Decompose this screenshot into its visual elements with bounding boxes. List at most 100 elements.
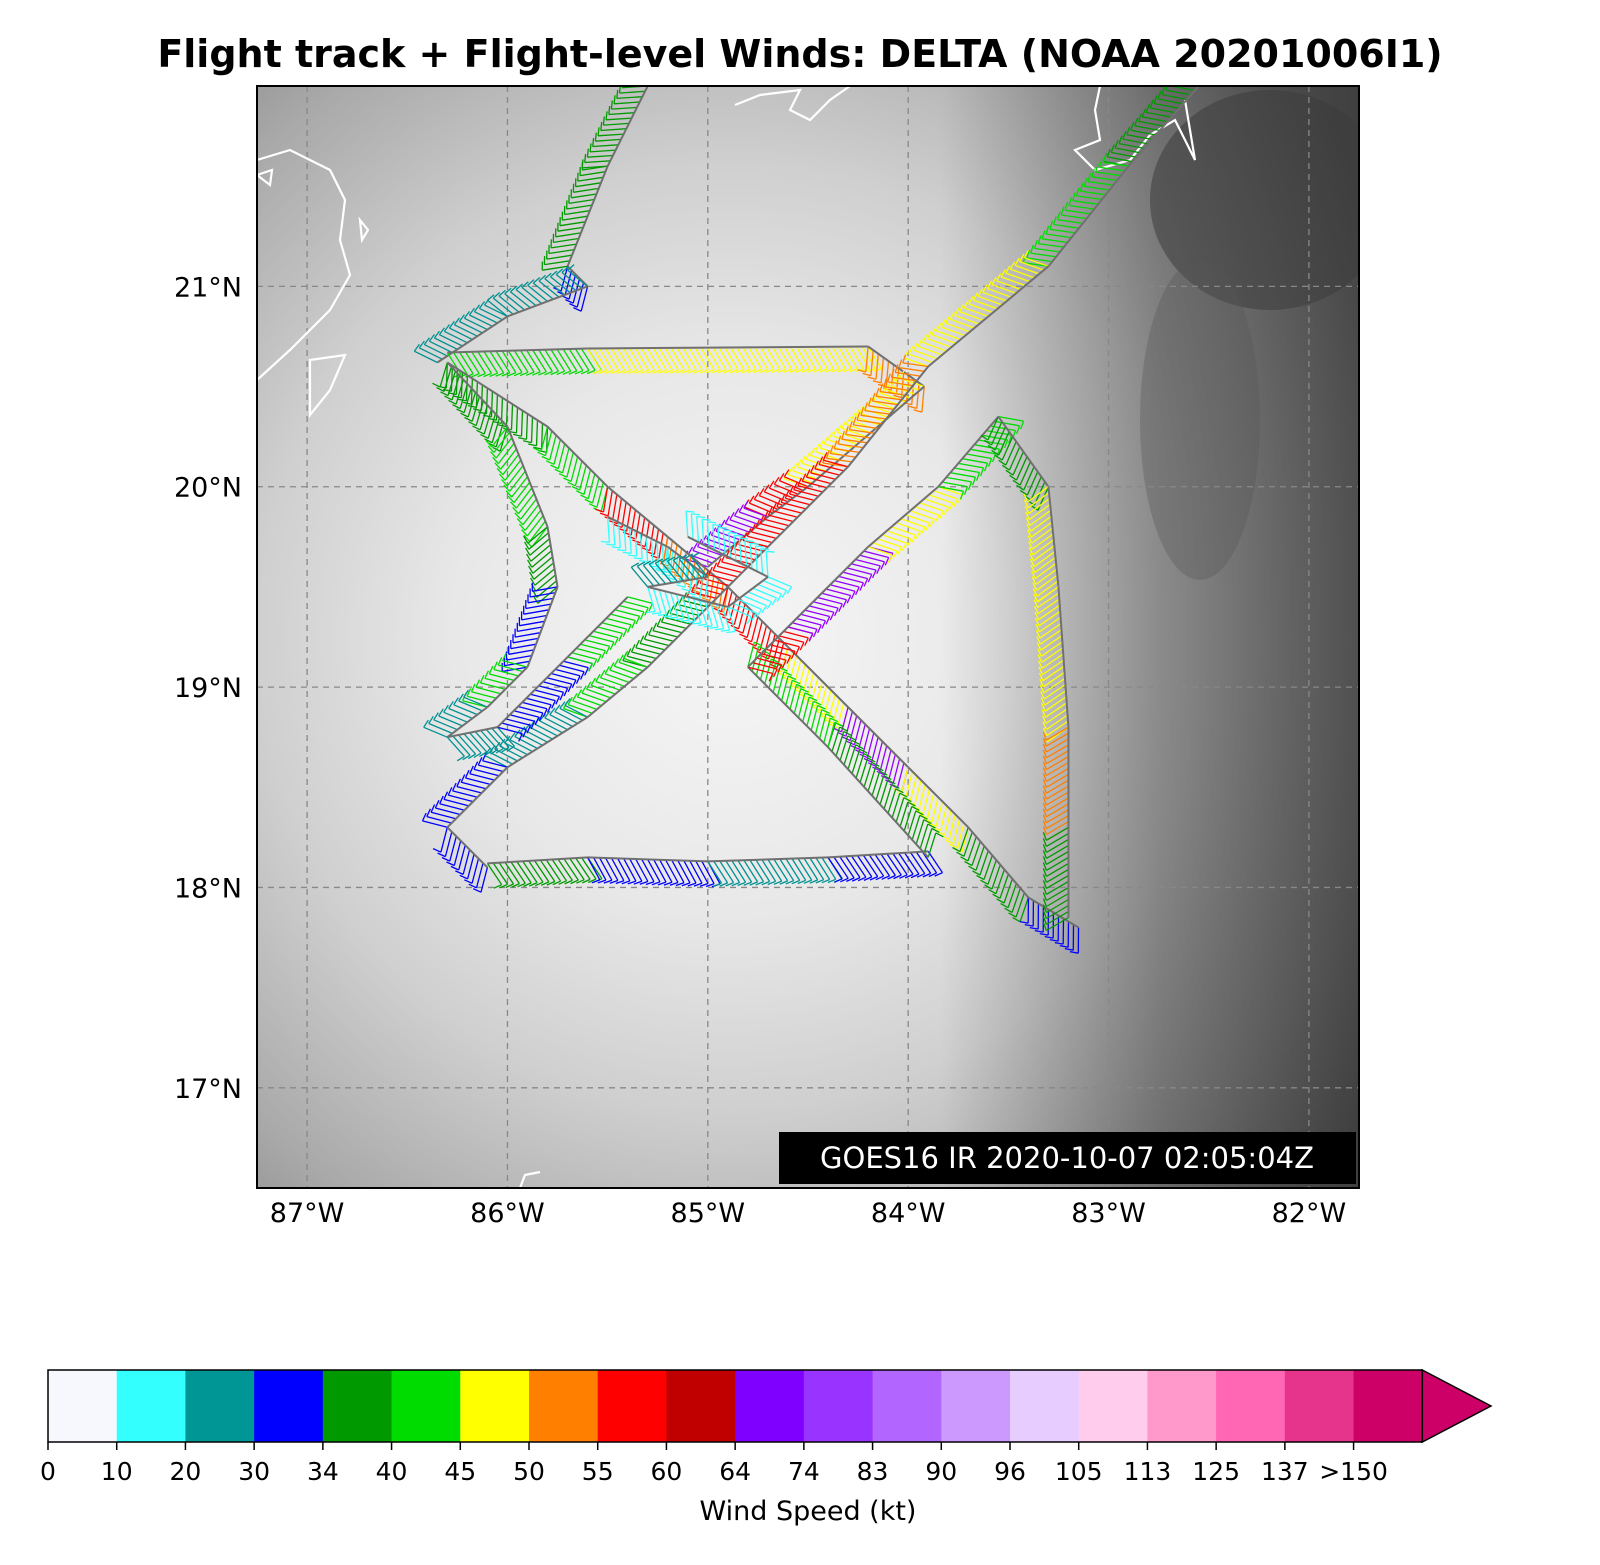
track-segment-south-leg-3: [827, 850, 929, 859]
wind-barbs-ne-sw-diagonal-8: [484, 698, 588, 768]
wind-barbs-ne-sw-diagonal-9: [421, 752, 508, 828]
track-segment-ne-sw-diagonal-4: [767, 465, 849, 548]
wind-barbs-ne-sw-diagonal-3: [822, 354, 929, 468]
flight-leg-west-loop: [423, 361, 654, 762]
cloud-cold-top: [1150, 90, 1359, 310]
lon-tick-1: 86°W: [470, 1198, 545, 1229]
wind-barbs-ne-sw-diagonal-0: [1102, 86, 1199, 167]
coastlines: [257, 86, 1197, 1188]
track-segment-west-loop-7: [496, 656, 569, 728]
track-segment-nw-se-diagonal-2: [606, 485, 669, 538]
colorbar-bin-19: [1353, 1370, 1423, 1442]
colorbar-tick-14: 96: [994, 1457, 1026, 1486]
lon-tick-3: 84°W: [871, 1198, 946, 1229]
lat-tick-labels: 21°N 20°N 19°N 18°N 17°N: [174, 272, 242, 1104]
wind-barbs-east-loop-4: [867, 486, 964, 563]
colorbar-tick-16: 113: [1124, 1457, 1172, 1486]
track-segment-nw-se-diagonal-7: [907, 766, 969, 829]
track-segment-ne-sw-diagonal-2: [927, 265, 1050, 368]
wind-barbs-west-loop-3: [501, 582, 558, 673]
colorbar-label: Wind Speed (kt): [700, 1496, 917, 1527]
coastline-south: [518, 1170, 541, 1188]
track-segment-south-leg-2: [707, 856, 829, 863]
track-segment-ne-sw-diagonal-5: [707, 546, 769, 608]
wind-barbs-east-loop-10: [1042, 826, 1069, 932]
colorbar-tick-0: 0: [40, 1457, 56, 1486]
flight-leg-ne-sw-diagonal: [421, 86, 1200, 893]
colorbar-tick-12: 83: [857, 1457, 889, 1486]
coastline-yucatan: [257, 148, 352, 381]
track-segment-ne-sw-diagonal-0: [1127, 86, 1200, 167]
wind-barbs-nw-se-diagonal-9: [1019, 897, 1080, 954]
colorbar-tick-3: 30: [238, 1457, 270, 1486]
coastline-islet: [308, 353, 347, 419]
wind-barbs-east-loop-0: [827, 722, 944, 858]
colorbar-tick-11: 74: [788, 1457, 820, 1486]
wind-barbs-center-calm-3: [646, 586, 736, 634]
track-segment-center-calm-3: [647, 585, 729, 608]
wind-barbs-ne-sw-diagonal-2: [903, 249, 1049, 368]
track-segment-west-loop-1: [506, 426, 549, 528]
colorbar-tick-19: >150: [1319, 1457, 1388, 1486]
track-segment-west-loop-0: [446, 361, 509, 428]
wind-barbs-east-loop-3: [787, 546, 894, 642]
track-segment-east-loop-4: [867, 485, 939, 548]
track-segment-west-loop-3: [526, 586, 559, 668]
wind-barbs-nw-se-diagonal-2: [595, 486, 669, 563]
wind-barbs-south-leg-1: [587, 857, 721, 888]
colorbar-bin-14: [1010, 1370, 1080, 1442]
wind-barbs-west-loop-6: [446, 726, 515, 762]
wind-barbs-nw-se-diagonal-4: [713, 586, 789, 673]
colorbar-tick-15: 105: [1055, 1457, 1103, 1486]
colorbar-tick-17: 125: [1192, 1457, 1240, 1486]
colorbar-tick-6: 45: [444, 1457, 476, 1486]
colorbar-bin-1: [116, 1370, 186, 1442]
wind-barbs-east-loop-9: [1042, 726, 1069, 841]
colorbar-tick-9: 60: [651, 1457, 683, 1486]
colorbar-extend-arrow: [1421, 1368, 1493, 1444]
satellite-stamp-text: GOES16 IR 2020-10-07 02:05:04Z: [820, 1141, 1314, 1175]
track-segment-north-entry-1: [566, 165, 609, 267]
wind-barbs-north-leg-1: [587, 346, 882, 375]
gridlines: [257, 86, 1359, 1188]
wind-barbs-ne-sw-diagonal-7: [562, 650, 648, 718]
colorbar-tick-10: 64: [719, 1457, 751, 1486]
lon-tick-2: 85°W: [671, 1198, 746, 1229]
wind-barbs-west-loop-7: [497, 656, 593, 742]
colorbar-bin-2: [185, 1370, 255, 1442]
wind-barbs-center-calm-2: [630, 552, 709, 588]
track-segment-center-calm-5: [687, 535, 769, 578]
colorbar-tick-2: 20: [170, 1457, 202, 1486]
track-segment-nw-se-diagonal-5: [787, 646, 849, 708]
track-segment-center-calm-4: [727, 576, 769, 608]
wind-barbs-center-calm-5: [685, 510, 775, 577]
track-segment-east-loop-3: [787, 546, 869, 628]
colorbar-bin-11: [803, 1370, 874, 1442]
colorbar-tick-5: 40: [376, 1457, 408, 1486]
colorbar-tick-7: 50: [513, 1457, 545, 1486]
track-segment-nw-se-diagonal-0: [446, 361, 549, 428]
colorbar-bin-6: [460, 1370, 530, 1442]
lat-tick-2: 19°N: [174, 673, 242, 704]
chart-title: Flight track + Flight-level Winds: DELTA…: [157, 32, 1443, 76]
coastline-cuba-west: [734, 86, 851, 122]
track-segment-east-loop-5: [937, 415, 1000, 488]
coastline-islet-2: [257, 168, 274, 188]
wind-barbs-center-calm-4: [727, 576, 793, 625]
colorbar-tick-13: 90: [925, 1457, 957, 1486]
colorbar-bin-3: [254, 1370, 324, 1442]
colorbar: 0 10 20 30 34 40 45 50 55 60 64 74 83 90 96 105 113 125 13…: [40, 1368, 1493, 1486]
track-segment-north-leg-1: [587, 345, 869, 350]
track-segment-nw-se-diagonal-8: [967, 826, 1030, 899]
track-segment-ne-sw-diagonal-8: [506, 716, 589, 769]
colorbar-bin-7: [529, 1370, 599, 1442]
track-segment-nw-se-diagonal-3: [667, 536, 729, 588]
lon-tick-0: 87°W: [270, 1198, 345, 1229]
flight-track: [413, 86, 1200, 954]
track-segment-ne-sw-diagonal-1: [1047, 165, 1130, 267]
wind-barbs-west-loop-8: [567, 596, 654, 672]
colorbar-bin-0: [48, 1370, 118, 1442]
lat-tick-3: 18°N: [174, 873, 242, 904]
track-segment-center-calm-2: [647, 575, 708, 588]
wind-barbs-nw-se-diagonal-1: [533, 426, 609, 513]
